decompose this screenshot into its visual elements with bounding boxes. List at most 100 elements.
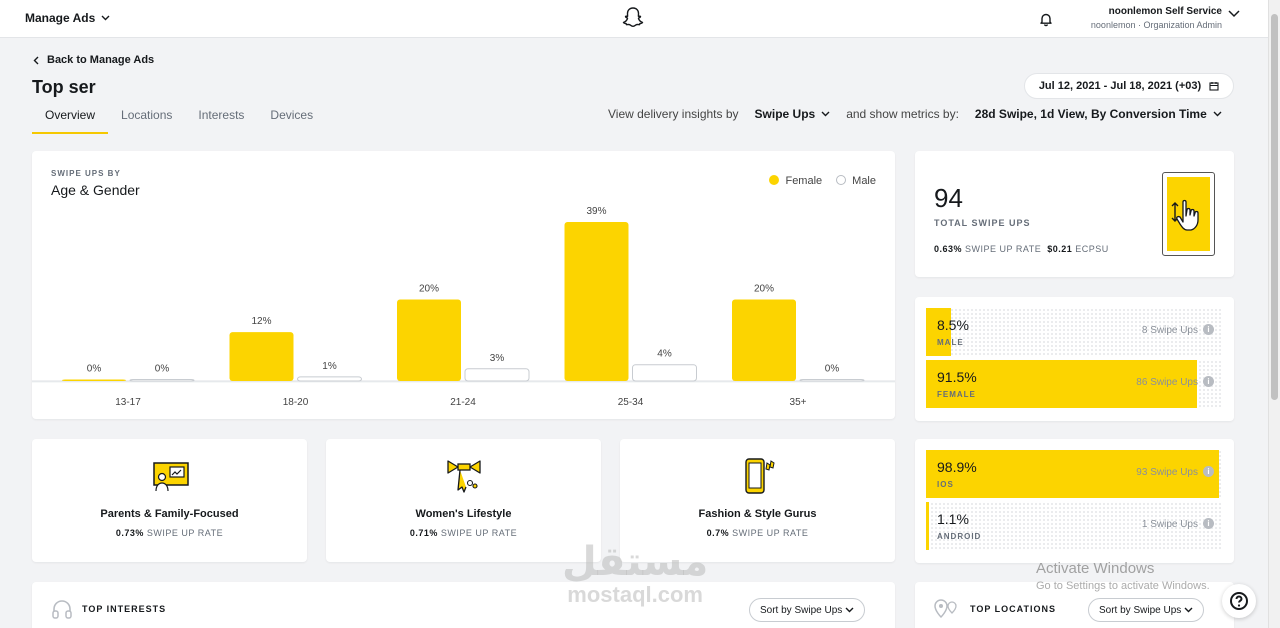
top-interests-card: TOP INTERESTS Sort by Swipe Ups [32, 582, 895, 628]
tab-overview[interactable]: Overview [32, 104, 109, 134]
interest-card[interactable]: Women's Lifestyle 0.71% SWIPE UP RATE [326, 439, 601, 562]
scrollbar-thumb[interactable] [1271, 14, 1278, 400]
date-range-label: Jul 12, 2021 - Jul 18, 2021 (+03) [1038, 80, 1202, 92]
interest-rate: 0.73% SWIPE UP RATE [32, 528, 307, 538]
chevron-down-icon[interactable] [1228, 10, 1240, 18]
gender-label: FEMALE [937, 390, 976, 399]
presentation-icon [152, 462, 189, 492]
data-label-female-35+: 20% [754, 283, 774, 294]
os-label: IOS [937, 480, 954, 489]
account-name: noonlemon Self Service [1108, 6, 1222, 17]
os-split-card: 98.9% IOS 93 Swipe Ups i 1.1% ANDROID 1 … [915, 439, 1234, 563]
info-icon[interactable]: i [1203, 518, 1214, 529]
gender-label: MALE [937, 338, 964, 347]
x-tick-label: 35+ [790, 397, 807, 408]
bar-female-35+ [732, 299, 796, 381]
gender-bar-male [926, 308, 952, 356]
help-icon [1230, 592, 1248, 610]
manage-ads-menu[interactable]: Manage Ads [25, 11, 110, 25]
attribution-select-value: 28d Swipe, 1d View, By Conversion Time [974, 107, 1207, 121]
gender-bar-female [926, 360, 1197, 408]
swipe-up-rate-label: SWIPE UP RATE [965, 244, 1042, 254]
x-tick-label: 21-24 [450, 397, 476, 408]
x-tick-label: 13-17 [115, 397, 141, 408]
gender-pct: 91.5% [937, 369, 977, 385]
bowtie-icon [446, 460, 481, 493]
insights-middle: and show metrics by: [846, 107, 959, 121]
chart-subtitle: SWIPE UPS BY [51, 169, 121, 178]
tab-locations[interactable]: Locations [121, 108, 173, 122]
attribution-select[interactable]: 28d Swipe, 1d View, By Conversion Time [975, 107, 1222, 121]
swipe-up-rate-value: 0.63% [934, 244, 963, 254]
metric-select-value: Swipe Ups [754, 107, 816, 121]
data-label-male-35+: 0% [825, 364, 840, 375]
back-link[interactable]: Back to Manage Ads [33, 54, 154, 66]
page-title: Top ser [32, 77, 96, 97]
account-role: noonlemon · Organization Admin [1090, 20, 1222, 30]
bar-female-21-24 [397, 299, 461, 381]
os-row-ios[interactable]: 98.9% IOS 93 Swipe Ups i [926, 450, 1222, 498]
os-pct: 1.1% [937, 511, 969, 527]
interest-rate-label: SWIPE UP RATE [440, 528, 518, 538]
ecpsu-label: ECPSU [1075, 244, 1109, 254]
insights-prefix: View delivery insights by [608, 107, 739, 121]
date-range-picker[interactable]: Jul 12, 2021 - Jul 18, 2021 (+03) [1024, 73, 1234, 99]
bar-male-21-24 [464, 368, 530, 382]
bar-male-18-20 [297, 376, 362, 382]
interest-name: Parents & Family-Focused [100, 508, 239, 520]
headphones-icon [52, 600, 72, 619]
data-label-female-25-34: 39% [586, 206, 606, 217]
account-menu[interactable]: noonlemon Self Service noonlemon · Organ… [1091, 6, 1222, 30]
info-icon[interactable]: i [1203, 466, 1214, 477]
x-tick-label: 18-20 [283, 397, 309, 408]
sort-locations-button[interactable]: Sort by Swipe Ups [1088, 598, 1205, 622]
activate-windows-subtitle: Go to Settings to activate Windows. [1036, 580, 1210, 592]
legend-female[interactable]: Female [769, 175, 822, 187]
calendar-icon [1209, 82, 1219, 91]
mostaql-watermark-arabic: مستقل [562, 540, 709, 584]
info-icon[interactable]: i [1203, 376, 1214, 387]
metric-select[interactable]: Swipe Ups [755, 107, 831, 121]
top-nav: Manage Ads noonlemon Self Service noonle… [0, 0, 1268, 38]
tab-devices[interactable]: Devices [270, 108, 314, 122]
phone-icon [744, 458, 775, 494]
interest-rate-value: 0.73% [115, 528, 144, 538]
age-gender-chart-card: SWIPE UPS BY Age & Gender Female Male 0%… [32, 151, 895, 419]
gender-count: 86 Swipe Ups [1136, 377, 1198, 388]
chevron-down-icon [1184, 607, 1193, 613]
interest-rate: 0.71% SWIPE UP RATE [326, 528, 601, 538]
total-swipe-ups-card: 94 TOTAL SWIPE UPS 0.63% SWIPE UP RATE $… [915, 151, 1234, 277]
bar-male-25-34 [632, 364, 697, 382]
manage-ads-label: Manage Ads [25, 11, 96, 25]
snapchat-ghost-icon[interactable] [622, 6, 644, 30]
os-bar-ios [926, 450, 1219, 498]
interest-card[interactable]: Parents & Family-Focused 0.73% SWIPE UP … [32, 439, 307, 562]
age-gender-bar-chart: 0% 0% 13-17 12% 1% 18-20 20% 3% 21-24 39% 4% 25-34 2… [32, 206, 895, 408]
info-icon[interactable]: i [1203, 324, 1214, 335]
chevron-down-icon [1213, 111, 1222, 117]
scrollbar[interactable] [1268, 0, 1280, 628]
tab-interests[interactable]: Interests [198, 108, 245, 122]
interest-card[interactable]: Fashion & Style Gurus 0.7% SWIPE UP RATE [620, 439, 895, 562]
total-swipe-ups-value: 94 [934, 183, 963, 213]
data-label-female-13-17: 0% [87, 364, 102, 375]
os-pct: 98.9% [937, 459, 977, 475]
bar-female-25-34 [564, 222, 629, 381]
x-tick-label: 25-34 [618, 397, 644, 408]
help-button[interactable] [1222, 584, 1256, 618]
chart-title: Age & Gender [51, 182, 140, 198]
gender-row-female[interactable]: 91.5% FEMALE 86 Swipe Ups i [926, 360, 1222, 408]
bar-male-35+ [799, 379, 865, 382]
legend-male[interactable]: Male [836, 175, 876, 187]
top-locations-card: TOP LOCATIONS Sort by Swipe Ups [915, 582, 1234, 628]
data-label-male-25-34: 4% [657, 349, 672, 360]
sort-interests-button[interactable]: Sort by Swipe Ups [749, 598, 866, 622]
legend-female-dot [769, 175, 780, 185]
gender-row-male[interactable]: 8.5% MALE 8 Swipe Ups i [926, 308, 1222, 356]
top-locations-title: TOP LOCATIONS [970, 604, 1057, 614]
interest-name: Women's Lifestyle [415, 508, 512, 520]
bell-icon[interactable] [1038, 11, 1054, 27]
os-row-android[interactable]: 1.1% ANDROID 1 Swipe Ups i [926, 502, 1222, 550]
insights-controls: View delivery insights by Swipe Ups and … [608, 107, 1222, 121]
data-label-male-13-17: 0% [155, 364, 170, 375]
